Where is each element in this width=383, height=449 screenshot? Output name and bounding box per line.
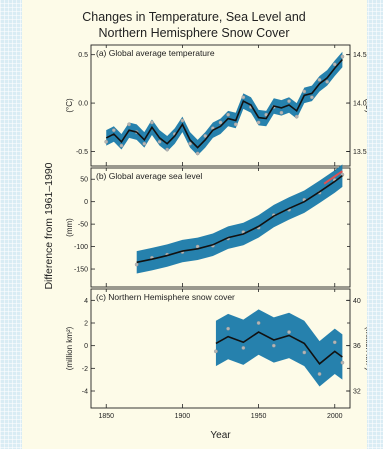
data-point <box>226 112 230 117</box>
data-point <box>241 95 246 100</box>
data-point <box>127 122 131 127</box>
data-point <box>180 118 185 123</box>
y-tick-label: -0.5 <box>76 149 88 156</box>
panel-temperature: (a) Global average temperature -0.5 0.0 0.5… <box>65 44 367 167</box>
right-y-tick-label: 14.0 <box>353 101 367 108</box>
data-point <box>271 343 276 348</box>
data-point <box>310 95 314 100</box>
uncertainty-band <box>136 164 343 274</box>
smoothed-line <box>136 174 343 264</box>
panel-label: (b) Global average sea level <box>96 171 202 181</box>
data-point <box>142 141 147 146</box>
y-axis-label: Difference from 1961–1990 <box>43 162 55 289</box>
y-tick-label: -50 <box>78 222 88 229</box>
data-point <box>188 141 192 146</box>
panel-right-y-label: (million km²) <box>364 327 367 371</box>
y-tick-label: 50 <box>80 177 88 184</box>
smoothed-line <box>215 331 343 365</box>
data-point <box>214 349 218 354</box>
data-point <box>302 350 307 355</box>
data-point <box>332 340 337 345</box>
x-axis-label: Year <box>210 430 231 441</box>
data-point <box>317 77 322 82</box>
data-point <box>226 326 230 331</box>
x-tick-label: 1950 <box>251 413 267 420</box>
smoothed-line <box>105 58 343 149</box>
data-point <box>134 262 139 267</box>
right-y-tick-label: 36 <box>353 343 361 350</box>
x-tick-label: 1900 <box>175 413 191 420</box>
right-y-tick-label: 14.5 <box>353 52 367 59</box>
panel-label: (a) Global average temperature <box>96 48 215 58</box>
panel-label: (c) Northern Hemisphere snow cover <box>96 292 235 302</box>
data-point <box>104 139 109 144</box>
data-point <box>256 321 261 325</box>
data-point <box>302 89 307 94</box>
data-point <box>340 54 345 59</box>
panel-sea_level: (b) Global average sea level -150 -100 -50 0… <box>65 164 351 288</box>
panel-frame <box>90 288 351 409</box>
chart-title-line-2: Northern Hemisphere Snow Cover <box>98 26 289 40</box>
data-point <box>150 120 154 125</box>
data-point <box>203 134 208 138</box>
y-tick-label: -150 <box>74 267 88 274</box>
panel-frame <box>90 167 351 288</box>
data-point <box>256 120 261 125</box>
data-point <box>294 114 299 119</box>
panel-y-label: (mm) <box>65 218 74 237</box>
data-point <box>233 122 238 127</box>
data-point <box>165 147 170 152</box>
panel-right-y-label: (°C) <box>364 98 367 113</box>
panel-y-label: (°C) <box>65 98 74 113</box>
figure: Changes in Temperature, Sea Level and Nor… <box>22 0 367 449</box>
panel-snow_cover: (c) Northern Hemisphere snow cover -4 -2 0 2… <box>65 288 367 409</box>
data-point <box>218 120 223 125</box>
data-point <box>287 99 291 103</box>
data-point <box>157 139 162 144</box>
right-y-tick-label: 13.5 <box>353 149 367 156</box>
y-tick-label: -2 <box>82 366 88 373</box>
right-y-tick-label: 32 <box>353 389 361 396</box>
satellite-trend-line <box>323 170 343 185</box>
data-point <box>287 330 291 334</box>
y-tick-label: 0.5 <box>78 52 88 59</box>
data-point <box>317 372 322 376</box>
right-y-tick-label: 40 <box>353 298 361 305</box>
y-tick-label: 0.0 <box>78 101 88 108</box>
chart-title-line-1: Changes in Temperature, Sea Level and <box>82 10 306 24</box>
y-tick-label: 2 <box>84 321 88 328</box>
y-tick-label: 4 <box>84 298 88 305</box>
climate-chart: Changes in Temperature, Sea Level and Nor… <box>43 10 367 441</box>
data-point <box>279 110 284 115</box>
x-tick-label: 2000 <box>327 413 343 420</box>
data-point <box>112 128 116 133</box>
x-tick-label: 1850 <box>98 413 114 420</box>
data-point <box>241 346 246 350</box>
data-point <box>340 360 345 365</box>
y-tick-label: -100 <box>74 244 88 251</box>
panel-y-label: (million km²) <box>65 326 74 370</box>
data-point <box>119 143 124 148</box>
y-tick-label: -4 <box>82 389 88 396</box>
data-point <box>332 62 337 67</box>
uncertainty-band <box>215 309 343 387</box>
data-point <box>325 79 329 84</box>
y-tick-label: 0 <box>84 199 88 206</box>
y-tick-label: 0 <box>84 343 88 350</box>
panel-frame <box>90 44 351 167</box>
data-point <box>195 151 200 156</box>
uncertainty-band <box>106 51 343 156</box>
